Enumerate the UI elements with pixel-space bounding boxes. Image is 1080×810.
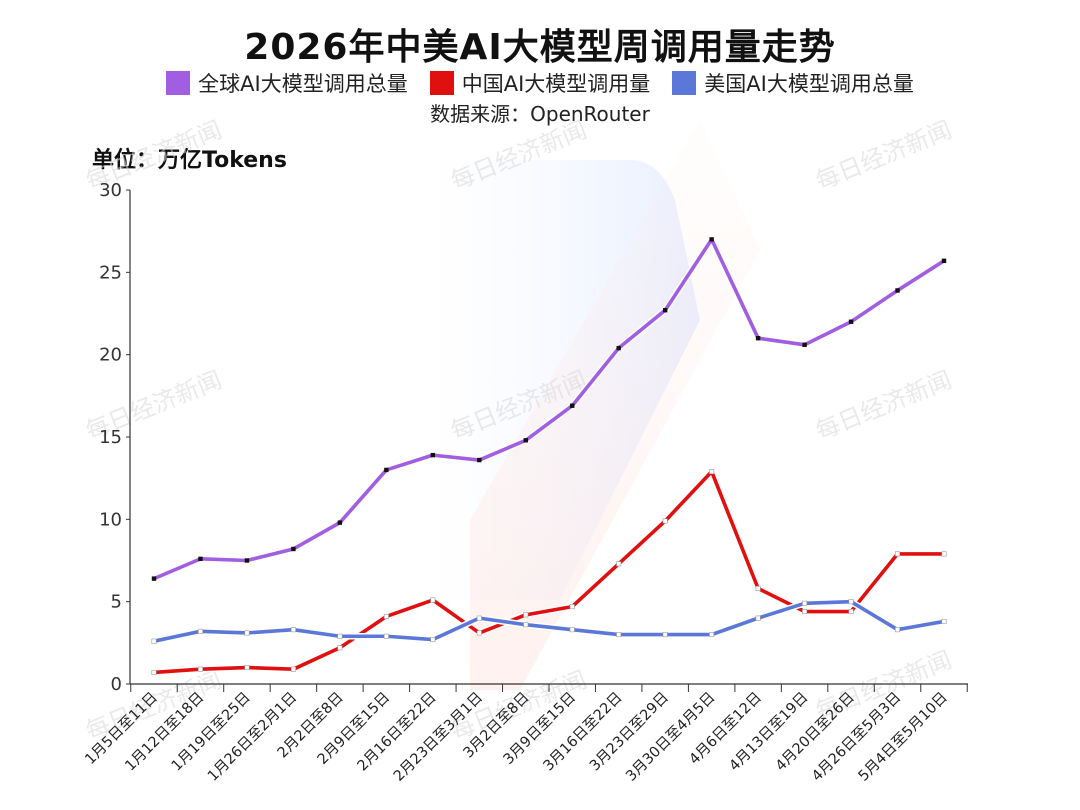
series-line bbox=[152, 469, 946, 675]
series-group bbox=[150, 598, 948, 645]
data-point bbox=[337, 633, 343, 639]
x-tick-label: 4月13日至19日 bbox=[726, 690, 811, 775]
data-point bbox=[290, 627, 296, 633]
y-tick-label: 10 bbox=[99, 509, 122, 530]
data-point bbox=[755, 615, 761, 621]
data-point bbox=[848, 609, 854, 615]
data-point bbox=[198, 556, 203, 562]
legend-label-china: 中国AI大模型调用量 bbox=[461, 72, 651, 96]
watermark-text: 每日经济新闻 bbox=[812, 366, 956, 446]
data-point bbox=[570, 403, 575, 408]
data-point bbox=[383, 613, 389, 619]
series-group bbox=[150, 468, 948, 676]
legend-label-us: 美国AI大模型调用总量 bbox=[704, 72, 914, 96]
data-point bbox=[523, 612, 529, 618]
legend-item-global[interactable]: 全球AI大模型调用总量 bbox=[166, 68, 408, 98]
data-point bbox=[755, 585, 761, 591]
y-tick-label: 20 bbox=[99, 345, 122, 366]
legend-swatch-global bbox=[166, 71, 191, 95]
data-point bbox=[802, 342, 807, 347]
watermark-text: 每日经济新闻 bbox=[812, 116, 956, 196]
data-point bbox=[569, 604, 575, 610]
x-tick-label: 1月26日至2月1日 bbox=[205, 690, 300, 785]
data-point bbox=[709, 632, 715, 638]
legend-swatch-china bbox=[429, 71, 454, 95]
legend-label-global: 全球AI大模型调用总量 bbox=[198, 72, 408, 96]
data-point bbox=[290, 666, 296, 672]
y-tick-label: 0 bbox=[111, 674, 122, 695]
data-point bbox=[616, 561, 622, 567]
y-tick-label: 30 bbox=[99, 180, 122, 201]
data-point bbox=[941, 551, 947, 557]
data-point bbox=[662, 632, 668, 638]
data-point bbox=[430, 597, 436, 603]
legend-item-china[interactable]: 中国AI大模型调用量 bbox=[429, 68, 651, 98]
data-point bbox=[430, 637, 436, 643]
y-tick-label: 15 bbox=[99, 427, 122, 448]
legend-swatch-us bbox=[672, 71, 697, 95]
data-point bbox=[197, 628, 203, 634]
data-point bbox=[151, 638, 157, 644]
data-point bbox=[383, 633, 389, 639]
y-axis-unit: 单位：万亿Tokens bbox=[92, 148, 287, 173]
y-tick-label: 5 bbox=[111, 592, 122, 613]
y-tick-label: 25 bbox=[99, 262, 122, 283]
data-point bbox=[337, 520, 343, 525]
data-point bbox=[476, 615, 482, 621]
x-tick-label: 3月30日至4月5日 bbox=[623, 690, 718, 785]
data-point bbox=[477, 457, 482, 463]
data-point bbox=[244, 630, 250, 636]
data-point bbox=[523, 438, 528, 443]
data-point bbox=[802, 609, 808, 615]
data-point bbox=[197, 666, 203, 672]
series-layer bbox=[150, 236, 948, 676]
series-group bbox=[150, 236, 948, 582]
x-tick-label: 3月23日至29日 bbox=[587, 690, 672, 775]
data-point bbox=[941, 618, 947, 624]
data-point bbox=[895, 551, 901, 557]
background-decoration bbox=[430, 120, 760, 690]
series-line bbox=[152, 237, 946, 581]
data-point bbox=[151, 669, 157, 675]
x-tick-label: 2月16日至22日 bbox=[355, 690, 440, 775]
data-point bbox=[291, 546, 296, 552]
chart-title: 2026年中美AI大模型周调用量走势 bbox=[244, 27, 836, 68]
data-point bbox=[476, 630, 482, 636]
series-line bbox=[152, 599, 946, 643]
data-point bbox=[895, 627, 901, 633]
data-point bbox=[616, 345, 621, 351]
data-point bbox=[895, 288, 900, 293]
data-point bbox=[244, 558, 250, 563]
data-point bbox=[848, 319, 854, 324]
data-point bbox=[755, 336, 761, 341]
data-point bbox=[337, 645, 343, 651]
data-point bbox=[848, 599, 854, 605]
data-point bbox=[151, 576, 157, 581]
data-point bbox=[523, 622, 529, 628]
data-point bbox=[941, 258, 947, 264]
chart-legend: 全球AI大模型调用总量 中国AI大模型调用量 美国AI大模型调用总量 bbox=[0, 68, 1080, 98]
data-point bbox=[662, 518, 668, 524]
data-point bbox=[569, 627, 575, 633]
data-point bbox=[384, 467, 389, 473]
data-point bbox=[709, 237, 714, 242]
data-point bbox=[802, 600, 808, 606]
legend-item-us[interactable]: 美国AI大模型调用总量 bbox=[672, 68, 914, 98]
data-source: 数据来源：OpenRouter bbox=[430, 102, 650, 126]
data-point bbox=[709, 469, 715, 475]
data-point bbox=[244, 665, 250, 671]
data-point bbox=[430, 452, 436, 458]
data-point bbox=[616, 632, 622, 638]
data-point bbox=[662, 308, 668, 313]
